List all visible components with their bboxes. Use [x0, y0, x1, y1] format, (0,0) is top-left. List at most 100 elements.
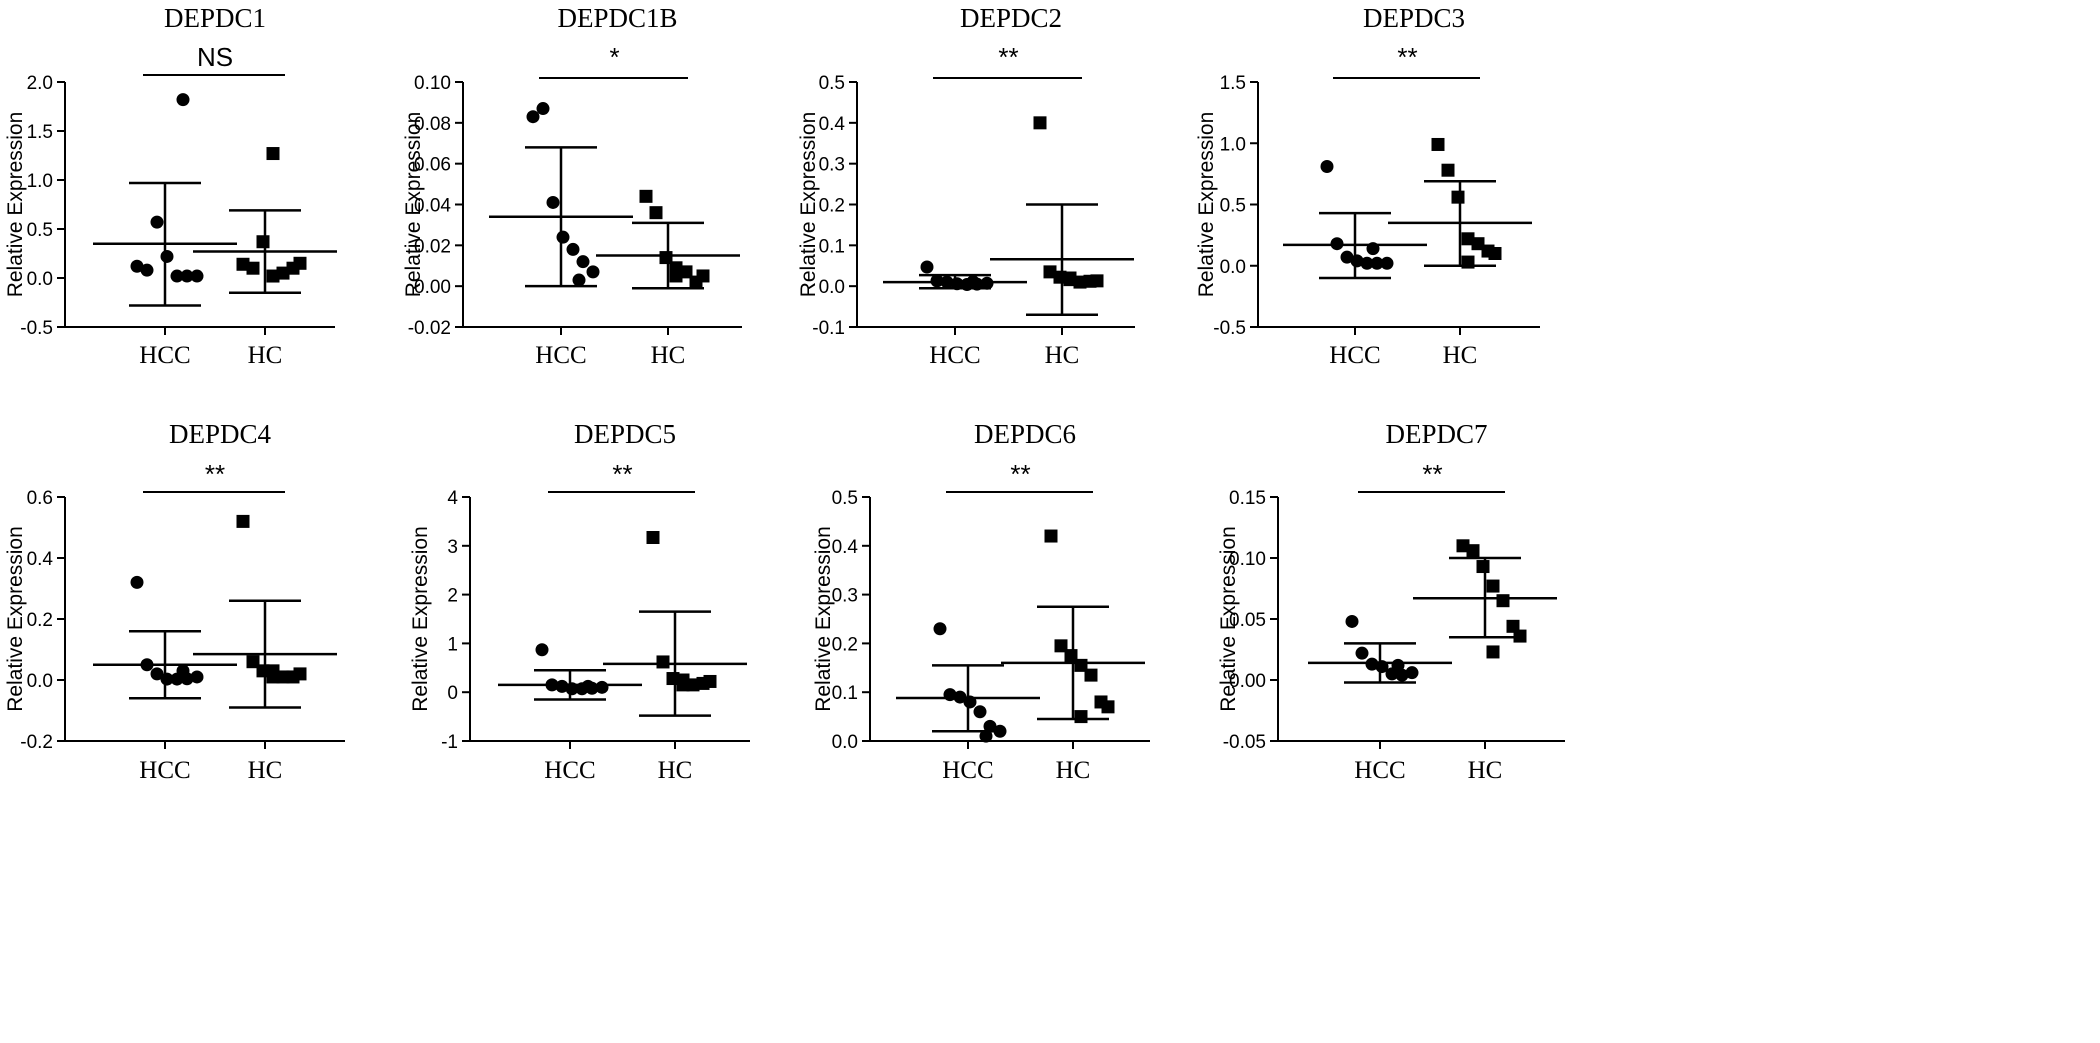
- y-tick-label: -0.1: [812, 318, 845, 339]
- y-tick-label: -0.2: [20, 732, 53, 753]
- y-tick-label: 0.15: [1229, 488, 1266, 509]
- y-tick-label: 0.06: [414, 155, 451, 176]
- data-point-hc: [703, 674, 717, 688]
- data-point-hcc: [1370, 256, 1384, 270]
- data-point-hc: [696, 269, 710, 283]
- data-point-hcc: [130, 575, 144, 589]
- chart-panel-depdc6: DEPDC6 0.0 0.1 0.2 0.3 0.4 0.5 Relative Express…: [812, 419, 1150, 784]
- chart-title: DEPDC3: [1363, 3, 1465, 33]
- data-point-hcc: [176, 93, 190, 107]
- data-point-hc: [656, 655, 670, 669]
- y-tick-label: 3: [447, 537, 458, 558]
- y-tick-label: 0.1: [832, 683, 858, 704]
- y-tick-label: 1.0: [1220, 134, 1246, 155]
- y-axis-label: Relative Expression: [4, 526, 27, 712]
- data-point-hc: [1486, 579, 1500, 593]
- data-point-hc: [293, 256, 307, 270]
- data-point-hcc: [526, 110, 540, 124]
- data-point-hcc: [966, 275, 980, 289]
- data-point-hc: [646, 531, 660, 545]
- y-tick-label: 0.2: [27, 610, 53, 631]
- y-tick-label: 0.5: [819, 73, 845, 94]
- y-tick-label: 2: [447, 586, 458, 607]
- data-point-hc: [1461, 232, 1475, 246]
- data-point-hc: [246, 261, 260, 275]
- data-point-hc: [1044, 529, 1058, 543]
- category-label-hcc: HCC: [929, 342, 980, 369]
- data-point-hcc: [565, 682, 579, 696]
- y-axis-label: Relative Expression: [409, 526, 432, 712]
- y-tick-label: 0.2: [832, 634, 858, 655]
- category-label-hcc: HCC: [942, 757, 993, 784]
- data-point-hc: [1084, 668, 1098, 682]
- data-point-hcc: [576, 255, 590, 269]
- chart-panel-depdc5: DEPDC5 -1 0 1 2 3 4 Relative Expression HCC HC **: [409, 419, 750, 784]
- data-point-hcc: [130, 259, 144, 273]
- data-point-hcc: [1366, 242, 1380, 256]
- y-tick-label: 0.4: [27, 549, 54, 570]
- data-point-hc: [1496, 594, 1510, 608]
- category-label-hc: HC: [1045, 342, 1080, 369]
- data-point-hcc: [1360, 256, 1374, 270]
- data-point-hcc: [180, 269, 194, 283]
- data-point-hcc: [1365, 657, 1379, 671]
- data-point-hc: [246, 655, 260, 669]
- data-point-hc: [1064, 649, 1078, 663]
- y-tick-label: -0.05: [1223, 732, 1266, 753]
- data-point-hcc: [160, 249, 174, 263]
- data-point-hc: [236, 514, 250, 528]
- data-point-hc: [1461, 255, 1475, 269]
- data-point-hc: [1488, 247, 1502, 260]
- y-tick-label: -1: [441, 732, 458, 753]
- data-point-hc: [1033, 116, 1047, 130]
- y-tick-label: 0.0: [832, 732, 858, 753]
- category-label-hc: HC: [248, 342, 283, 369]
- data-point-hcc: [546, 195, 560, 209]
- y-tick-label: 0.4: [819, 114, 846, 135]
- data-point-hcc: [940, 275, 954, 289]
- y-axis-label: Relative Expression: [4, 112, 27, 298]
- chart-panel-depdc2: DEPDC2 -0.1 0.0 0.1 0.2 0.3 0.4 0.5 Relative Exp…: [797, 3, 1135, 369]
- data-point-hcc: [572, 273, 586, 287]
- data-point-hcc: [1320, 160, 1334, 174]
- data-point-hcc: [979, 729, 993, 743]
- data-point-hcc: [150, 667, 164, 681]
- data-point-hc: [1486, 645, 1500, 659]
- data-point-hc: [1053, 270, 1067, 284]
- data-point-hc: [236, 257, 250, 271]
- y-tick-label: -0.02: [408, 318, 451, 339]
- data-point-hcc: [140, 263, 154, 277]
- data-point-hcc: [555, 679, 569, 693]
- data-point-hc: [1431, 137, 1445, 151]
- data-point-hcc: [963, 695, 977, 709]
- data-point-hcc: [933, 622, 947, 636]
- significance-label: NS: [197, 42, 233, 72]
- y-tick-label: 0.4: [832, 537, 859, 558]
- y-tick-label: 0.0: [1220, 257, 1246, 278]
- chart-title: DEPDC2: [960, 3, 1062, 33]
- y-tick-label: 0.04: [414, 196, 451, 217]
- data-point-hcc: [953, 690, 967, 704]
- data-point-hcc: [150, 215, 164, 229]
- data-point-hcc: [536, 102, 550, 116]
- data-point-hcc: [1405, 666, 1419, 680]
- data-point-hc: [1506, 619, 1520, 633]
- data-point-hcc: [993, 724, 1007, 738]
- data-point-hcc: [595, 680, 609, 694]
- y-axis-label: Relative Expression: [1217, 526, 1240, 712]
- data-point-hc: [1471, 237, 1485, 251]
- data-point-hc: [256, 664, 270, 678]
- chart-panel-depdc7: DEPDC7 -0.05 0.00 0.05 0.10 0.15 Relative Expr…: [1217, 419, 1565, 784]
- data-point-hcc: [190, 670, 204, 684]
- y-axis-label: Relative Expression: [797, 112, 820, 298]
- category-label-hc: HC: [1443, 342, 1478, 369]
- data-point-hc: [1074, 658, 1088, 672]
- data-point-hcc: [983, 719, 997, 733]
- significance-label: **: [612, 459, 632, 489]
- significance-label: **: [998, 42, 1018, 72]
- data-point-hc: [1466, 544, 1480, 558]
- chart-title: DEPDC6: [974, 419, 1076, 449]
- data-point-hc: [1063, 271, 1077, 285]
